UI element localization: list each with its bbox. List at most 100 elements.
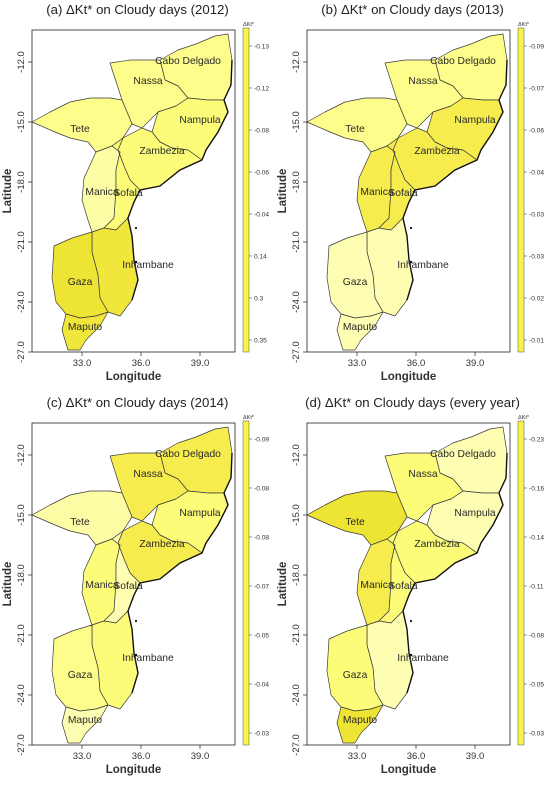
province-label-gaza: Gaza bbox=[68, 670, 93, 681]
legend-tick-label: -0.09 bbox=[254, 436, 269, 443]
y-axis-label: Latitude bbox=[2, 169, 14, 214]
y-tick-label: -12.0 bbox=[16, 444, 27, 466]
province-label-inhambane: Inhambane bbox=[122, 260, 174, 271]
legend-tick-label: -0.07 bbox=[254, 583, 269, 590]
province-label-tete: Tete bbox=[70, 124, 90, 135]
province-label-sofala: Sofala bbox=[388, 581, 417, 592]
map-panel-1: (a) ΔKt* on Cloudy days (2012) Cabo Delga… bbox=[0, 0, 275, 393]
province-label-cabo-delgado: Cabo Delgado bbox=[155, 449, 221, 460]
x-tick-label: 36.0 bbox=[407, 751, 426, 762]
x-tick-label: 39.0 bbox=[466, 358, 485, 369]
province-tete bbox=[306, 490, 408, 546]
y-axis-label: Latitude bbox=[277, 169, 289, 214]
province-label-cabo-delgado: Cabo Delgado bbox=[430, 449, 496, 460]
island-marker bbox=[134, 226, 138, 230]
legend-colorbar bbox=[242, 27, 250, 353]
province-label-zambezia: Zambezia bbox=[414, 539, 459, 550]
y-tick-label: -27.0 bbox=[16, 341, 27, 363]
x-tick-label: 39.0 bbox=[191, 751, 210, 762]
y-tick-label: -15.0 bbox=[291, 504, 302, 526]
map-svg: Cabo Delgado Nassa Nampula Zambezia Tete Mani… bbox=[2, 415, 269, 776]
province-tete bbox=[306, 97, 408, 153]
x-axis-label: Longitude bbox=[106, 371, 162, 383]
province-label-nassa: Nassa bbox=[133, 76, 162, 87]
legend-tick-label: -0.06 bbox=[529, 127, 544, 134]
coastline bbox=[127, 452, 233, 694]
y-tick-label: -24.0 bbox=[16, 291, 27, 313]
legend-tick-label: -0.08 bbox=[254, 127, 269, 134]
y-tick-label: -15.0 bbox=[291, 111, 302, 133]
y-tick-label: -18.0 bbox=[291, 564, 302, 586]
y-tick-label: -18.0 bbox=[16, 564, 27, 586]
province-label-tete: Tete bbox=[345, 124, 365, 135]
legend-tick-label: -0.08 bbox=[254, 485, 269, 492]
legend-tick-label: -0.08 bbox=[254, 534, 269, 541]
province-tete bbox=[31, 97, 133, 153]
x-tick-label: 33.0 bbox=[348, 358, 367, 369]
province-label-manica: Manica bbox=[360, 580, 393, 591]
legend-tick-label: -0.07 bbox=[529, 85, 544, 92]
y-tick-label: -24.0 bbox=[16, 684, 27, 706]
legend-tick-label: -0.03 bbox=[529, 211, 544, 218]
province-label-gaza: Gaza bbox=[68, 277, 93, 288]
province-label-maputo: Maputo bbox=[343, 715, 378, 726]
y-tick-label: -27.0 bbox=[291, 734, 302, 756]
province-label-nampula: Nampula bbox=[179, 508, 220, 519]
legend-title: ΔKt* bbox=[518, 415, 530, 421]
legend-title: ΔKt* bbox=[243, 415, 255, 421]
y-tick-label: -24.0 bbox=[291, 684, 302, 706]
x-tick-label: 39.0 bbox=[466, 751, 485, 762]
legend-tick-label: -0.06 bbox=[254, 169, 269, 176]
province-label-inhambane: Inhambane bbox=[397, 653, 449, 664]
legend-tick-label: -0.01 bbox=[529, 337, 544, 344]
map-panel-4: (d) ΔKt* on Cloudy days (every year) Cabo… bbox=[275, 393, 550, 786]
legend-tick-label: -0.23 bbox=[529, 436, 544, 443]
x-tick-label: 36.0 bbox=[132, 358, 151, 369]
panel-title: (d) ΔKt* on Cloudy days (every year) bbox=[305, 395, 520, 410]
y-tick-label: -27.0 bbox=[291, 341, 302, 363]
y-tick-label: -18.0 bbox=[291, 171, 302, 193]
y-axis-label: Latitude bbox=[2, 562, 14, 607]
legend-tick-label: 0.3 bbox=[254, 295, 263, 302]
legend-tick-label: -0.04 bbox=[254, 681, 269, 688]
province-label-gaza: Gaza bbox=[343, 670, 368, 681]
x-tick-label: 39.0 bbox=[191, 358, 210, 369]
province-label-nampula: Nampula bbox=[454, 508, 495, 519]
legend-tick-label: -0.16 bbox=[529, 485, 544, 492]
panel-title: (c) ΔKt* on Cloudy days (2014) bbox=[46, 395, 229, 410]
map-panel-3: (c) ΔKt* on Cloudy days (2014) Cabo Delga… bbox=[0, 393, 275, 786]
x-axis-label: Longitude bbox=[381, 371, 437, 383]
province-label-gaza: Gaza bbox=[343, 277, 368, 288]
legend-title: ΔKt* bbox=[243, 22, 255, 28]
map-svg: Cabo Delgado Nassa Nampula Zambezia Tete Mani… bbox=[2, 22, 269, 383]
province-label-maputo: Maputo bbox=[343, 322, 378, 333]
province-label-zambezia: Zambezia bbox=[414, 146, 459, 157]
province-label-zambezia: Zambezia bbox=[139, 146, 184, 157]
province-label-maputo: Maputo bbox=[68, 715, 103, 726]
y-tick-label: -21.0 bbox=[291, 231, 302, 253]
coastline bbox=[402, 59, 508, 301]
coastline bbox=[127, 59, 233, 301]
province-label-manica: Manica bbox=[85, 187, 118, 198]
legend-tick-label: -0.05 bbox=[254, 632, 269, 639]
y-tick-label: -12.0 bbox=[291, 51, 302, 73]
island-marker bbox=[134, 619, 138, 623]
x-tick-label: 33.0 bbox=[73, 751, 92, 762]
province-maputo bbox=[61, 704, 109, 744]
legend-tick-label: -0.12 bbox=[254, 85, 269, 92]
y-tick-label: -12.0 bbox=[291, 444, 302, 466]
panel-title: (a) ΔKt* on Cloudy days (2012) bbox=[46, 2, 229, 17]
province-label-manica: Manica bbox=[360, 187, 393, 198]
legend-tick-label: -0.11 bbox=[529, 583, 544, 590]
legend-tick-label: -0.03 bbox=[529, 253, 544, 260]
coastline bbox=[402, 452, 508, 694]
legend-colorbar bbox=[517, 27, 525, 353]
legend-colorbar bbox=[242, 420, 250, 746]
y-tick-label: -24.0 bbox=[291, 291, 302, 313]
y-tick-label: -21.0 bbox=[16, 624, 27, 646]
province-label-zambezia: Zambezia bbox=[139, 539, 184, 550]
province-label-inhambane: Inhambane bbox=[397, 260, 449, 271]
y-tick-label: -18.0 bbox=[16, 171, 27, 193]
island-marker bbox=[409, 653, 413, 657]
province-label-sofala: Sofala bbox=[113, 581, 142, 592]
